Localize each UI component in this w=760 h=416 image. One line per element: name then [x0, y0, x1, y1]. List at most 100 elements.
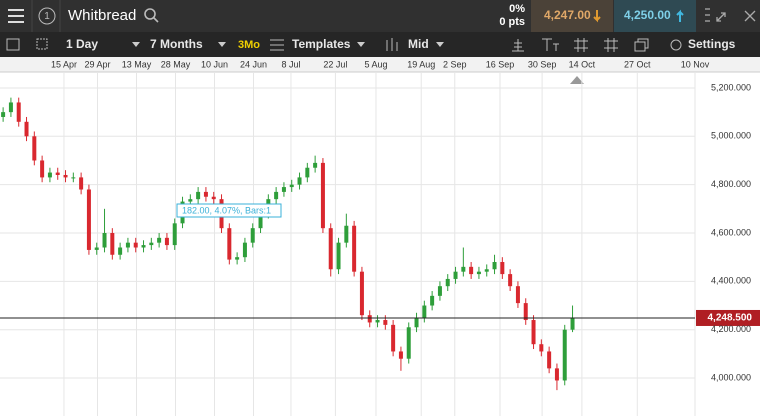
measure-box	[176, 203, 282, 218]
candle-body	[203, 191, 208, 197]
templates-icon	[270, 39, 284, 51]
candle-body	[570, 317, 575, 330]
candle-body	[125, 242, 130, 248]
candle-body	[336, 242, 341, 270]
templates-dropdown[interactable]: Templates	[292, 37, 351, 51]
candle-body	[172, 223, 177, 246]
candle-body	[422, 305, 427, 318]
date-label: 5 Aug	[364, 59, 387, 69]
price-label: 4,800.000	[711, 179, 751, 189]
tool-icons[interactable]	[512, 38, 682, 52]
link-icon[interactable]	[38, 7, 56, 25]
candle-body	[94, 247, 99, 250]
interval-dropdown[interactable]: 1 Day	[66, 37, 98, 51]
candle-body	[16, 102, 21, 122]
date-label: 22 Jul	[323, 59, 347, 69]
up-arrow	[676, 9, 684, 22]
candle-body	[430, 295, 435, 306]
candle-body	[539, 344, 544, 352]
candle-body	[86, 189, 91, 250]
buy-button[interactable]	[614, 0, 696, 32]
date-label: 2 Sep	[443, 59, 467, 69]
candle-body	[476, 271, 481, 275]
candle-body	[235, 257, 240, 260]
candle-body	[383, 320, 388, 325]
candle-body	[196, 191, 201, 200]
date-label: 14 Oct	[569, 59, 596, 69]
candle-body	[289, 184, 294, 188]
candle-body	[437, 286, 442, 296]
candle-body	[492, 262, 497, 270]
candle-body	[391, 324, 396, 352]
price-type-icon	[386, 38, 398, 51]
candle-body	[149, 242, 154, 246]
price-type-dropdown[interactable]: Mid	[408, 37, 429, 51]
candle-body	[47, 172, 52, 178]
candle-body	[211, 196, 216, 200]
candle-body	[531, 320, 536, 345]
date-label: 10 Jun	[201, 59, 228, 69]
candle-body	[242, 242, 247, 258]
grid	[0, 72, 696, 416]
menu-icon[interactable]	[8, 9, 24, 23]
preset-button[interactable]: 3Mo	[238, 39, 260, 51]
dropdown-arrow	[357, 42, 365, 47]
date-label: 28 May	[161, 59, 191, 69]
change-pts: 0 pts	[499, 16, 525, 28]
date-strip	[0, 57, 760, 72]
window-icons[interactable]	[705, 8, 756, 22]
candle-body	[453, 271, 458, 279]
price-label: 5,000.000	[711, 131, 751, 141]
price-label: 4,000.000	[711, 372, 751, 382]
candle-body	[328, 228, 333, 270]
candle-body	[508, 274, 513, 287]
date-label: 13 May	[122, 59, 152, 69]
date-label: 8 Jul	[281, 59, 300, 69]
plot	[1, 97, 575, 391]
candle-body	[484, 269, 489, 272]
candle-body	[8, 102, 13, 113]
date-label: 16 Sep	[486, 59, 515, 69]
date-label: 29 Apr	[84, 59, 110, 69]
measure-annotation: 182.00, 4.07%, Bars:1	[182, 205, 271, 215]
candle-body	[406, 327, 411, 359]
change-pct: 0%	[509, 3, 525, 15]
candle-body	[24, 121, 29, 137]
candle-body	[352, 225, 357, 272]
date-label: 24 Jun	[240, 59, 267, 69]
candle-body	[320, 162, 325, 229]
candle-body	[398, 351, 403, 359]
toolbar	[0, 32, 760, 57]
date-label: 15 Apr	[51, 59, 77, 69]
candle-body	[515, 286, 520, 304]
candle-body	[554, 368, 559, 381]
candle-body	[227, 228, 232, 260]
price-label: 4,200.000	[711, 324, 751, 334]
candle-body	[258, 213, 263, 229]
price-label: 4,400.000	[711, 276, 751, 286]
candle-body	[250, 228, 255, 243]
settings-button[interactable]: Settings	[688, 37, 736, 51]
toolbar-icons[interactable]	[6, 38, 48, 51]
candle-body	[469, 266, 474, 275]
candle-body	[63, 174, 68, 178]
candle-body	[274, 191, 279, 200]
candle-body	[32, 136, 37, 161]
dropdown-arrow	[132, 42, 140, 47]
dropdown-arrow	[218, 42, 226, 47]
search-icon[interactable]	[144, 8, 159, 23]
last-price-label: 4,248.500	[708, 313, 753, 324]
today-marker	[570, 76, 584, 84]
candle-body	[118, 247, 123, 255]
instrument-name[interactable]: Whitbread	[68, 7, 136, 24]
down-arrow	[593, 10, 601, 23]
dropdown-arrow	[436, 42, 444, 47]
candle-body	[102, 233, 107, 248]
candle-body	[313, 162, 318, 168]
candle-body	[71, 177, 76, 179]
candle-body	[344, 225, 349, 243]
sell-button[interactable]	[531, 0, 613, 32]
range-dropdown[interactable]: 7 Months	[150, 37, 203, 51]
price-label: 4,600.000	[711, 227, 751, 237]
